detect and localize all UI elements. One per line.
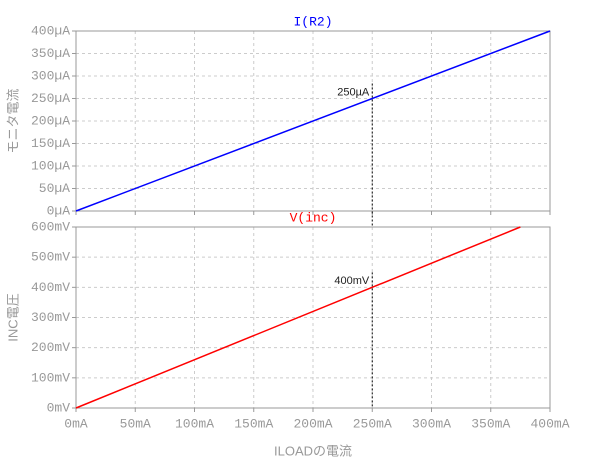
y-tick-label: 300µA xyxy=(31,68,70,83)
x-tick-label: 50mA xyxy=(120,416,151,431)
x-axis-label: ILOADの電流 xyxy=(274,443,352,458)
y-tick-label: 100mV xyxy=(31,370,70,385)
line-series xyxy=(75,226,521,409)
x-tick-label: 300mA xyxy=(412,416,451,431)
x-tick-label: 100mA xyxy=(175,416,214,431)
y-axis-label: INC電圧 xyxy=(5,293,20,341)
y-tick-label: 600mV xyxy=(31,219,70,234)
y-axis-label: モニタ電流 xyxy=(5,88,20,153)
x-tick-label: 200mA xyxy=(293,416,332,431)
y-tick-label: 350µA xyxy=(31,46,70,61)
x-tick-label: 350mA xyxy=(471,416,510,431)
y-tick-label: 400µA xyxy=(31,23,70,38)
y-tick-label: 50µA xyxy=(39,181,70,196)
y-tick-label: 100µA xyxy=(31,158,70,173)
x-tick-label: 250mA xyxy=(353,416,392,431)
annotation: 400mV xyxy=(334,275,370,287)
y-tick-label: 400mV xyxy=(31,280,70,295)
y-tick-label: 200µA xyxy=(31,113,70,128)
y-tick-label: 250µA xyxy=(31,91,70,106)
annotation: 250µA xyxy=(337,86,370,98)
y-tick-label: 0µA xyxy=(47,203,71,218)
series-title: V(inc) xyxy=(290,210,337,225)
y-tick-label: 150µA xyxy=(31,136,70,151)
plot-frame xyxy=(75,226,551,409)
y-tick-label: 300mV xyxy=(31,310,70,325)
x-tick-label: 0mA xyxy=(64,416,88,431)
y-tick-label: 200mV xyxy=(31,340,70,355)
y-tick-label: 0mV xyxy=(47,400,71,415)
plot-frame xyxy=(75,30,551,212)
x-tick-label: 150mA xyxy=(234,416,273,431)
x-tick-label: 400mA xyxy=(530,416,569,431)
line-series xyxy=(75,30,551,212)
series-title: I(R2) xyxy=(293,14,332,29)
y-tick-label: 500mV xyxy=(31,250,70,265)
